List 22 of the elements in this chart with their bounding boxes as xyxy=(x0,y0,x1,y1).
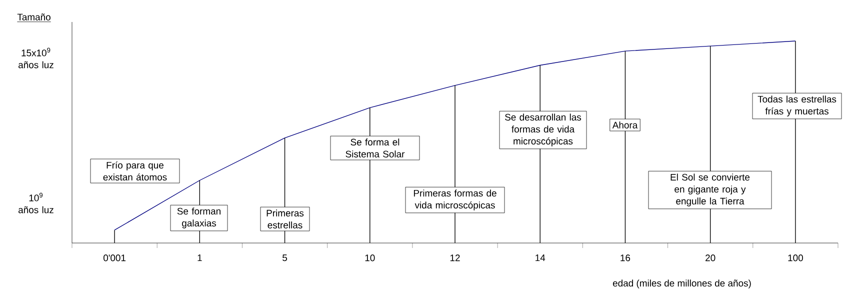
annotation: Se forman galaxias xyxy=(177,208,220,228)
annotation: Ahora xyxy=(612,122,638,128)
x-tick-label: 1 xyxy=(198,254,202,262)
x-tick-label: 12 xyxy=(450,254,460,262)
annotation: Se forma el Sistema Solar xyxy=(346,138,405,158)
annotation: Se desarrollan las formas de vida microscópicas xyxy=(505,114,582,146)
annotation: Todas las estrellas frías y muertas xyxy=(758,96,836,116)
x-tick-label: 10 xyxy=(365,254,375,262)
x-tick-label: 100 xyxy=(788,254,803,262)
annotation: El Sol se convierte en gigante roja y engulle la Tierra xyxy=(670,174,750,206)
text: 15x10$^{9}$ años luz xyxy=(18,48,54,68)
y-axis-title: Tamaño xyxy=(17,14,50,20)
x-tick-label: 14 xyxy=(536,254,546,262)
annotation: Primeras estrellas xyxy=(266,210,304,228)
x-axis-title: edad (miles de millones de años) xyxy=(612,280,751,288)
x-tick-label: 20 xyxy=(706,254,716,262)
x-tick-label: 16 xyxy=(620,254,630,262)
annotation: Frío para que existan átomos xyxy=(103,161,167,181)
x-tick-label: 0'001 xyxy=(104,254,126,262)
annotation: Primeras formas de vida microscópicas xyxy=(414,190,496,210)
x-tick-label: 5 xyxy=(282,254,288,262)
text: 10$^{9}$ años luz xyxy=(18,192,54,214)
